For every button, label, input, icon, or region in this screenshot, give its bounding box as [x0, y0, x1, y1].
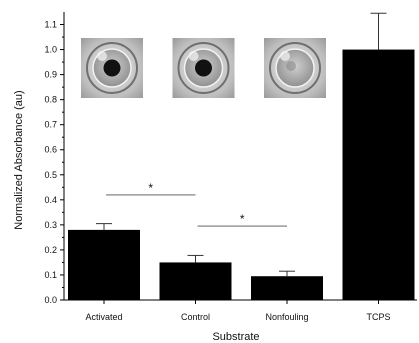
y-tick-label: 0.8: [44, 95, 57, 105]
significance-star-1: *: [148, 181, 153, 195]
y-tick-label: 0.2: [44, 245, 57, 255]
x-tick-label-activated: Activated: [85, 312, 122, 322]
y-tick-label: 0.4: [44, 195, 57, 205]
y-tick-label: 0.7: [44, 120, 57, 130]
x-axis-title: Substrate: [212, 331, 259, 343]
well-highlight: [97, 51, 107, 61]
significance-star-2: *: [240, 212, 245, 226]
inset-photos: [81, 38, 326, 98]
x-tick-label-control: Control: [181, 312, 210, 322]
bar-control: [160, 262, 232, 300]
control-well-photo: [173, 38, 235, 98]
bar-activated: [68, 230, 140, 300]
cell-spot: [195, 60, 212, 77]
y-tick-label: 1.0: [44, 45, 57, 55]
y-axis-title: Normalized Absorbance (au): [13, 90, 25, 229]
y-tick-label: 1.1: [44, 20, 57, 30]
bar-nonfouling: [251, 276, 323, 300]
nonfouling-well-photo: [264, 38, 326, 98]
significance-group: **: [106, 181, 287, 226]
y-tick-label: 0.0: [44, 295, 57, 305]
well-highlight: [189, 51, 199, 61]
x-tick-label-tcps: TCPS: [366, 312, 390, 322]
x-tick-label-nonfouling: Nonfouling: [265, 312, 308, 322]
y-tick-label: 0.1: [44, 270, 57, 280]
y-tick-label: 0.5: [44, 170, 57, 180]
y-tick-label: 0.9: [44, 70, 57, 80]
cell-spot: [104, 60, 121, 77]
well-highlight: [280, 51, 290, 61]
y-tick-label: 0.3: [44, 220, 57, 230]
bar-tcps: [343, 50, 415, 300]
cell-spot: [286, 61, 296, 71]
y-tick-label: 0.6: [44, 145, 57, 155]
activated-well-photo: [81, 38, 143, 98]
